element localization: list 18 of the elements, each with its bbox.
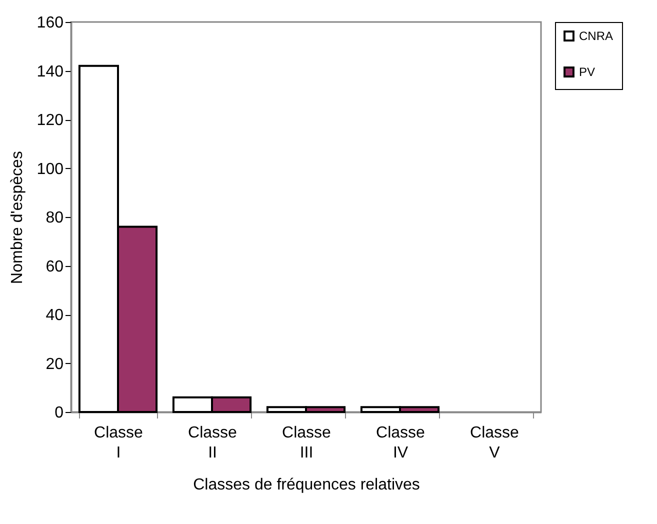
y-tick-label: 100 — [36, 160, 64, 178]
legend-label: CNRA — [579, 29, 614, 43]
y-tick-label: 0 — [54, 404, 64, 422]
y-tick-label: 120 — [36, 112, 64, 129]
x-tick-label: Classe I — [94, 424, 144, 462]
y-axis-title: Nombre d'espèces — [8, 151, 26, 284]
y-tick-label: 40 — [46, 307, 64, 324]
x-tick-label: Classe II — [188, 424, 238, 462]
y-tick-label: 140 — [36, 63, 64, 80]
x-axis-title: Classes de fréquences relatives — [193, 476, 420, 494]
x-tick-label: Classe IV — [376, 424, 426, 462]
x-tick-label: Classe III — [282, 424, 332, 462]
x-tick-label: Classe V — [470, 424, 520, 462]
legend-label: PV — [579, 65, 596, 79]
y-tick-label: 20 — [46, 356, 64, 373]
y-tick-label: 160 — [36, 14, 64, 32]
y-tick-label: 80 — [46, 210, 64, 226]
y-tick-label: 60 — [46, 258, 64, 276]
